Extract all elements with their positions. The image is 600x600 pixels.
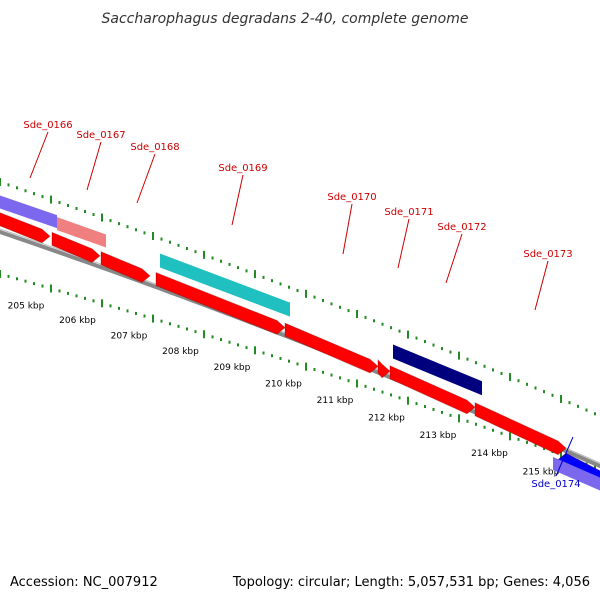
- gene-label: Sde_0171: [384, 207, 433, 218]
- gene-arrow-sde-0170: [284, 322, 379, 374]
- scale-label: 209 kbp: [214, 363, 251, 373]
- scale-label: 206 kbp: [59, 316, 96, 326]
- gene-leader-line: [231, 174, 244, 226]
- gene-arrow-sde-0173: [474, 402, 567, 456]
- gene-leader-line: [342, 203, 353, 255]
- gene-leader-line: [136, 153, 156, 204]
- scale-label: 211 kbp: [317, 396, 354, 406]
- scale-label: 207 kbp: [111, 331, 148, 341]
- gene-arrow-sde-0171: [377, 358, 391, 379]
- gene-bar-sde-0172: [393, 344, 482, 396]
- gene-leader-line: [29, 131, 49, 179]
- gene-arrow-sde-0168: [100, 250, 151, 283]
- gene-label: Sde_0167: [76, 130, 125, 141]
- gene-arrow-sde-0166: [0, 212, 51, 244]
- track-layer: 205 kbp 206 kbp 207 kbp 208 kbp 209 kbp 210 k…: [0, 178, 600, 491]
- gene-arrow-sde-0169: [155, 271, 286, 335]
- gene-bar-sde-0167: [57, 217, 106, 248]
- gene-arrow-sde-0167: [51, 231, 101, 263]
- gene-leader-line: [86, 141, 102, 191]
- gene-label: Sde_0168: [130, 142, 179, 153]
- gene-arrow-sde-0172b: [389, 365, 476, 415]
- scale-label: 212 kbp: [368, 413, 405, 423]
- scale-label: 208 kbp: [162, 347, 199, 357]
- gene-leader-line: [397, 218, 410, 269]
- gene-leader-line: [534, 260, 549, 311]
- topology-text: Topology: circular; Length: 5,057,531 bp…: [232, 575, 590, 590]
- gene-label: Sde_0173: [523, 249, 572, 260]
- map-title: Saccharophagus degradans 2-40, complete …: [102, 11, 469, 27]
- gene-label: Sde_0172: [437, 222, 486, 233]
- gene-bar-sde-0174: [553, 457, 600, 491]
- gene-label: Sde_0170: [327, 192, 376, 203]
- scale-label: 210 kbp: [265, 379, 302, 389]
- gene-label: Sde_0166: [23, 120, 72, 131]
- gene-label: Sde_0174: [531, 479, 580, 490]
- scale-label: 215 kbp: [523, 467, 560, 477]
- gene-label: Sde_0169: [218, 163, 267, 174]
- gene-leader-line: [445, 233, 463, 284]
- gene-bar-sde-0169: [160, 253, 290, 317]
- scale-label: 214 kbp: [471, 449, 508, 459]
- label-layer: Sde_0166 Sde_0167 Sde_0168 Sde_0169 Sde_0170…: [23, 120, 580, 490]
- gene-leader-line: [555, 436, 574, 477]
- scale-label: 205 kbp: [8, 301, 45, 311]
- scale-label: 213 kbp: [420, 431, 457, 441]
- gene-bar-sde-0166: [0, 195, 57, 229]
- accession-text: Accession: NC_007912: [10, 575, 158, 590]
